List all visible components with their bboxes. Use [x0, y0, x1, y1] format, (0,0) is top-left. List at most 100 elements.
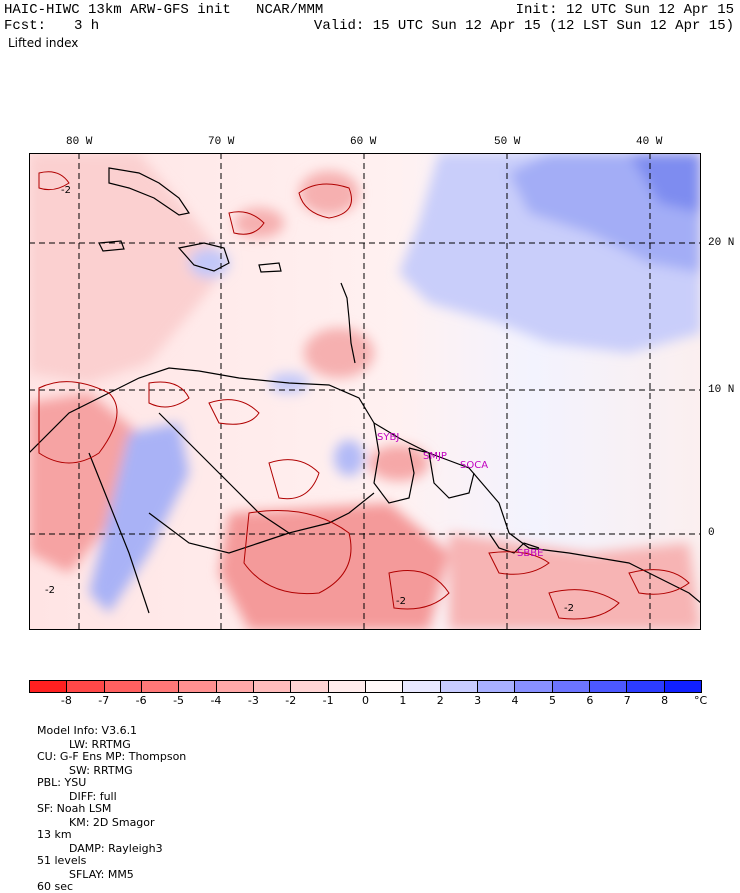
- contour-5: [268, 459, 320, 500]
- color-legend-tick: 6: [586, 694, 594, 707]
- color-legend-tick: -4: [210, 694, 222, 707]
- contour-9: [228, 211, 265, 235]
- contour-10: [488, 551, 550, 575]
- km-option: KM: 2D Smagor: [69, 816, 155, 829]
- contour-label-3: -2: [396, 596, 406, 607]
- cool-blob-2: [189, 248, 229, 278]
- shading-fields: [29, 153, 701, 630]
- contour-label-2: -2: [45, 585, 55, 596]
- contour-labels: -2 -2 -2 -2: [45, 185, 574, 614]
- contour-2: [38, 381, 118, 464]
- lon-label-60w: 60 W: [350, 136, 377, 148]
- model-title: HAIC-HIWC 13km ARW-GFS init NCAR/MMM: [4, 2, 324, 18]
- color-legend-tick: 5: [548, 694, 556, 707]
- amazon-mouth: [488, 532, 540, 554]
- color-swatch: [514, 681, 552, 692]
- color-legend-ticks: -8 -7 -6 -5 -4 -3 -2 -1 0 1 2 3 4 5 6 7 8: [29, 694, 702, 708]
- suriname-border: [408, 447, 475, 499]
- contour-7: [388, 570, 450, 610]
- diffusion-option: DIFF: full: [69, 790, 117, 803]
- color-legend-tick: 2: [436, 694, 444, 707]
- color-legend-tick: 7: [623, 694, 631, 707]
- station-smjp: SMJP: [423, 451, 447, 462]
- color-legend-tick: -2: [285, 694, 297, 707]
- contour-4: [208, 399, 260, 425]
- contour-label-4: -2: [564, 603, 574, 614]
- coastlines: [29, 167, 701, 614]
- contour-8: [298, 183, 352, 219]
- contour-6: [243, 510, 352, 595]
- map-frame: [29, 153, 701, 630]
- lat-label-10n: 10 N: [708, 384, 735, 396]
- color-legend-tick: 1: [399, 694, 407, 707]
- valid-time: Valid: 15 UTC Sun 12 Apr 15 (12 LST Sun …: [313, 18, 734, 34]
- lifted-index-map: -2 -2 -2 -2: [29, 153, 701, 630]
- hispaniola-coast: [177, 242, 230, 272]
- color-legend-unit: °C: [694, 694, 708, 707]
- forecast-hour: 3 h: [74, 18, 100, 34]
- color-swatch: [626, 681, 664, 692]
- color-swatch: [327, 681, 365, 692]
- color-legend-tick: -6: [135, 694, 147, 707]
- warm-blob-1: [304, 328, 374, 378]
- contour-1: [38, 171, 70, 191]
- color-legend-tick: -7: [98, 694, 110, 707]
- lon-label-80w: 80 W: [66, 136, 93, 148]
- graticule: [29, 153, 701, 630]
- warm-blob-3: [299, 171, 359, 215]
- color-swatch: [588, 681, 627, 692]
- station-sybj: SYBJ: [377, 432, 400, 443]
- field-name: Lifted index: [8, 36, 79, 50]
- color-legend-tick: -5: [173, 694, 185, 707]
- cool-region-corner: [629, 153, 701, 213]
- color-swatch: [30, 681, 67, 692]
- footer-line-2: LW: RRTMG SW: RRTMG DIFF: full KM: 2D Sm…: [62, 725, 163, 881]
- color-swatch: [364, 681, 403, 692]
- cool-region-andes: [89, 423, 189, 613]
- station-sbbe: SBBE: [517, 548, 544, 559]
- color-legend-tick: 4: [511, 694, 519, 707]
- contour-3: [148, 381, 190, 408]
- time-step: 60 sec: [37, 880, 74, 893]
- color-swatch: [476, 681, 515, 692]
- color-swatch: [551, 681, 589, 692]
- color-swatch: [663, 681, 701, 692]
- colombia-border: [88, 452, 150, 614]
- color-legend-tick: 0: [362, 694, 369, 707]
- color-legend-tick: -3: [247, 694, 259, 707]
- color-swatch: [178, 681, 216, 692]
- lesser-antilles: [340, 282, 356, 364]
- damping-option: DAMP: Rayleigh3: [69, 842, 163, 855]
- contour-label-1: -2: [61, 185, 71, 196]
- forecast-label: Fcst:: [4, 18, 47, 34]
- color-swatch: [140, 681, 179, 692]
- color-swatch: [252, 681, 291, 692]
- color-swatch: [402, 681, 440, 692]
- color-swatch: [103, 681, 141, 692]
- lat-label-20n: 20 N: [708, 237, 735, 249]
- contour-11: [548, 589, 620, 620]
- color-legend-tick: -1: [322, 694, 334, 707]
- cuba-coast: [108, 167, 190, 216]
- warm-region-west: [29, 393, 139, 573]
- init-time: Init: 12 UTC Sun 12 Apr 15: [515, 2, 734, 18]
- guyana-border: [373, 422, 415, 504]
- color-legend-tick: -8: [60, 694, 72, 707]
- color-legend-tick: 3: [474, 694, 482, 707]
- lat-label-0: 0: [708, 527, 715, 539]
- lon-label-40w: 40 W: [636, 136, 663, 148]
- color-legend-tick: 8: [661, 694, 669, 707]
- cool-blob-1: [334, 440, 364, 476]
- contours-minus2: [38, 171, 690, 620]
- contour-12: [628, 569, 690, 595]
- color-legend: [29, 680, 702, 693]
- warm-region-south: [219, 503, 449, 630]
- brazil-border: [148, 512, 290, 554]
- color-swatch: [439, 681, 477, 692]
- station-soca: SOCA: [460, 460, 489, 471]
- venezuela-border: [158, 412, 375, 534]
- model-version: Model Info: V3.6.1: [37, 724, 138, 737]
- lon-label-70w: 70 W: [208, 136, 235, 148]
- warm-region-southeast: [449, 533, 701, 630]
- puerto-rico-coast: [258, 262, 282, 273]
